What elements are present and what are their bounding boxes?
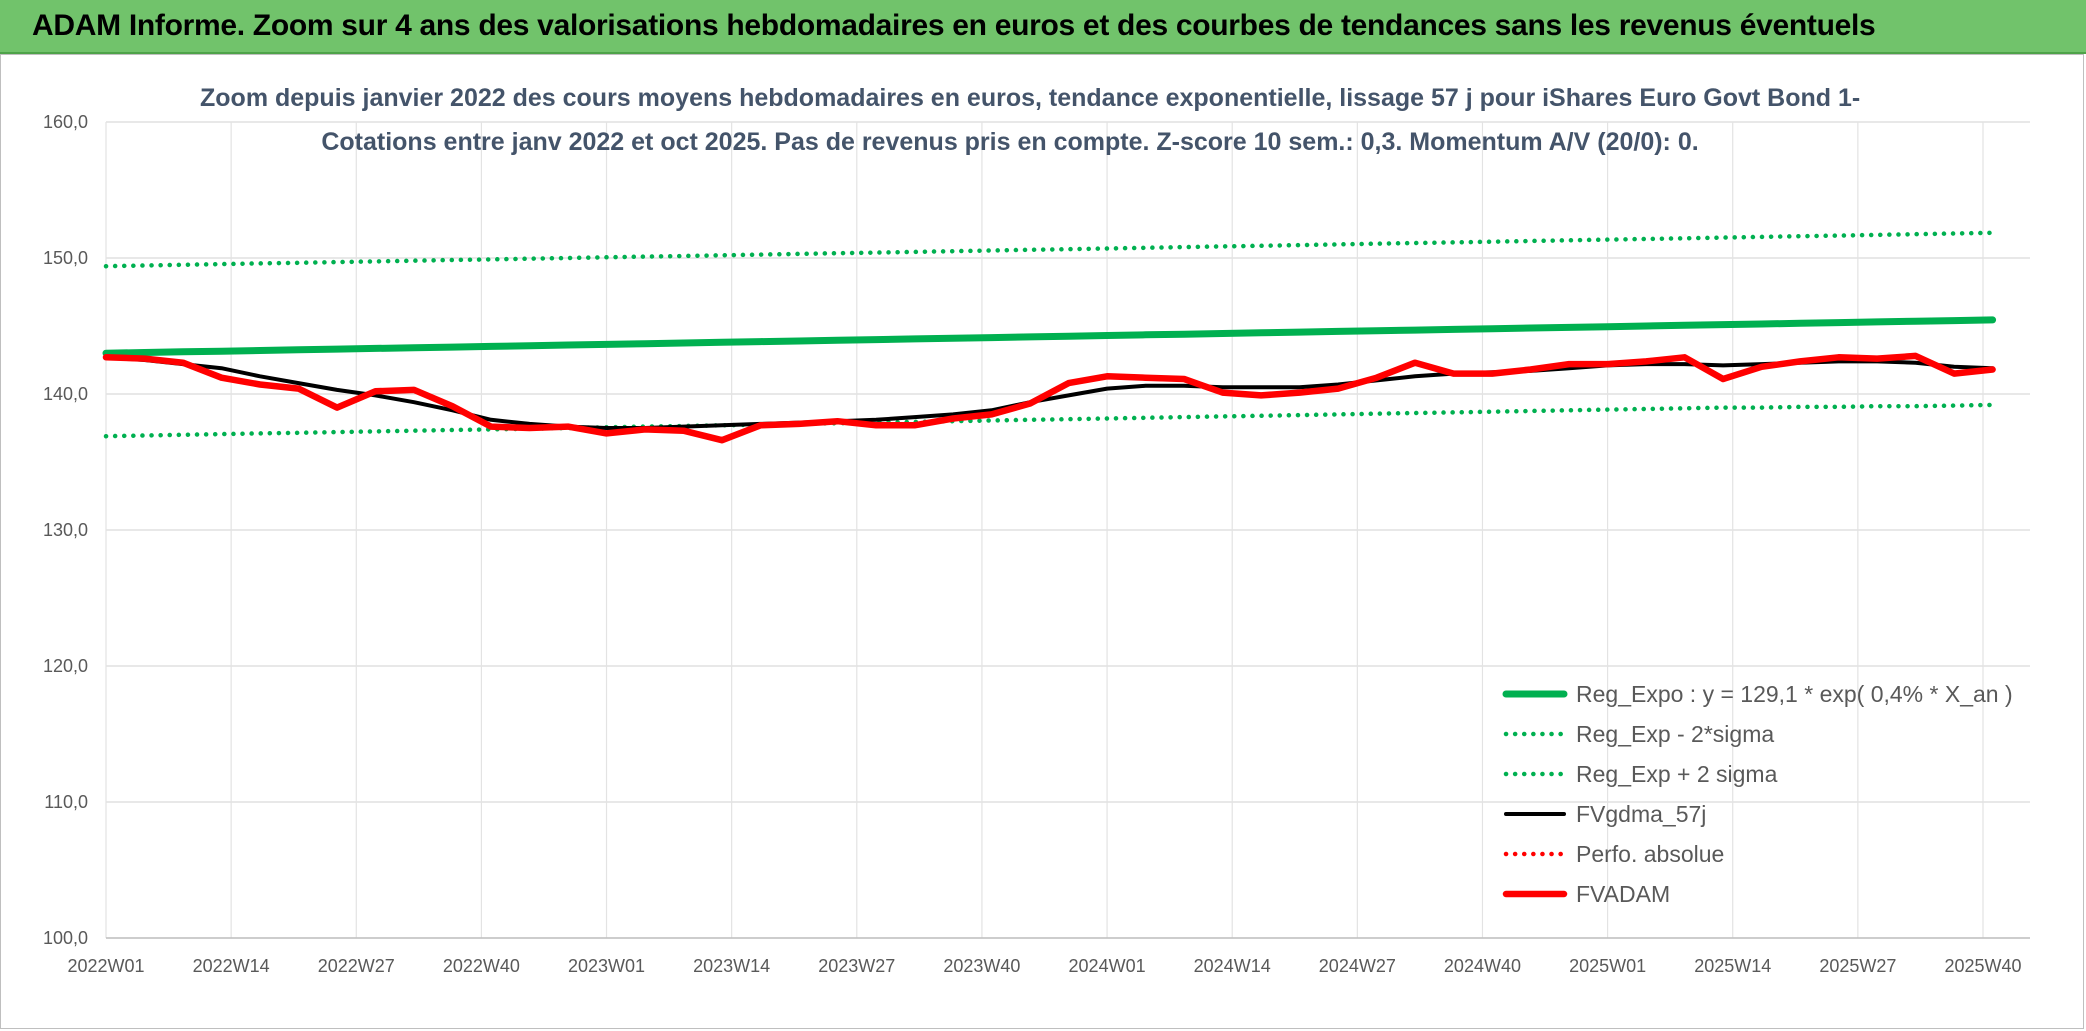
legend-label: FVgdma_57j: [1576, 801, 1706, 827]
y-tick-label: 140,0: [43, 384, 88, 404]
y-tick-label: 130,0: [43, 520, 88, 540]
series-layer: [102, 230, 1997, 444]
report-title: ADAM Informe. Zoom sur 4 ans des valoris…: [32, 9, 1876, 42]
x-tick-label: 2022W40: [443, 956, 520, 976]
x-tick-label: 2025W40: [1944, 956, 2021, 976]
x-tick-label: 2025W27: [1819, 956, 1896, 976]
grid-layer: [105, 121, 2030, 939]
x-tick-label: 2025W14: [1694, 956, 1771, 976]
x-tick-label: 2024W27: [1319, 956, 1396, 976]
legend-label: Reg_Expo : y = 129,1 * exp( 0,4% * X_an …: [1576, 681, 2013, 707]
x-tick-label: 2022W01: [67, 956, 144, 976]
x-tick-label: 2023W40: [943, 956, 1020, 976]
series-line-1: [103, 402, 1995, 439]
x-tick-label: 2023W27: [818, 956, 895, 976]
x-tick-label: 2024W14: [1194, 956, 1271, 976]
legend-label: FVADAM: [1576, 881, 1670, 907]
series-line-2: [103, 230, 1995, 269]
series-line-5: [102, 352, 1996, 444]
report-banner: ADAM Informe. Zoom sur 4 ans des valoris…: [0, 0, 2086, 54]
y-tick-label: 160,0: [43, 112, 88, 132]
chart-title: Zoom depuis janvier 2022 des cours moyen…: [200, 84, 1861, 112]
y-tick-label: 150,0: [43, 248, 88, 268]
chart-subtitle: Cotations entre janv 2022 et oct 2025. P…: [321, 128, 1699, 156]
series-line-0: [102, 316, 1997, 357]
x-tick-label: 2022W27: [318, 956, 395, 976]
legend-label: Reg_Exp - 2*sigma: [1576, 721, 1774, 747]
legend: Reg_Expo : y = 129,1 * exp( 0,4% * X_an …: [1502, 681, 2013, 907]
x-tick-label: 2023W14: [693, 956, 770, 976]
y-tick-label: 120,0: [43, 656, 88, 676]
x-tick-label: 2025W01: [1569, 956, 1646, 976]
x-tick-label: 2024W01: [1069, 956, 1146, 976]
y-tick-label: 100,0: [43, 928, 88, 948]
legend-label: Reg_Exp + 2 sigma: [1576, 761, 1778, 787]
x-tick-label: 2024W40: [1444, 956, 1521, 976]
x-tick-label: 2022W14: [193, 956, 270, 976]
x-tick-label: 2023W01: [568, 956, 645, 976]
chart-frame: [0, 54, 2084, 1029]
y-tick-label: 110,0: [44, 792, 88, 812]
axis-layer: 100,0 110,0 120,0 130,0 140,0 150,0 160,0 2022W…: [43, 112, 2030, 976]
series-line-3: [104, 355, 1995, 430]
legend-label: Perfo. absolue: [1576, 841, 1724, 867]
